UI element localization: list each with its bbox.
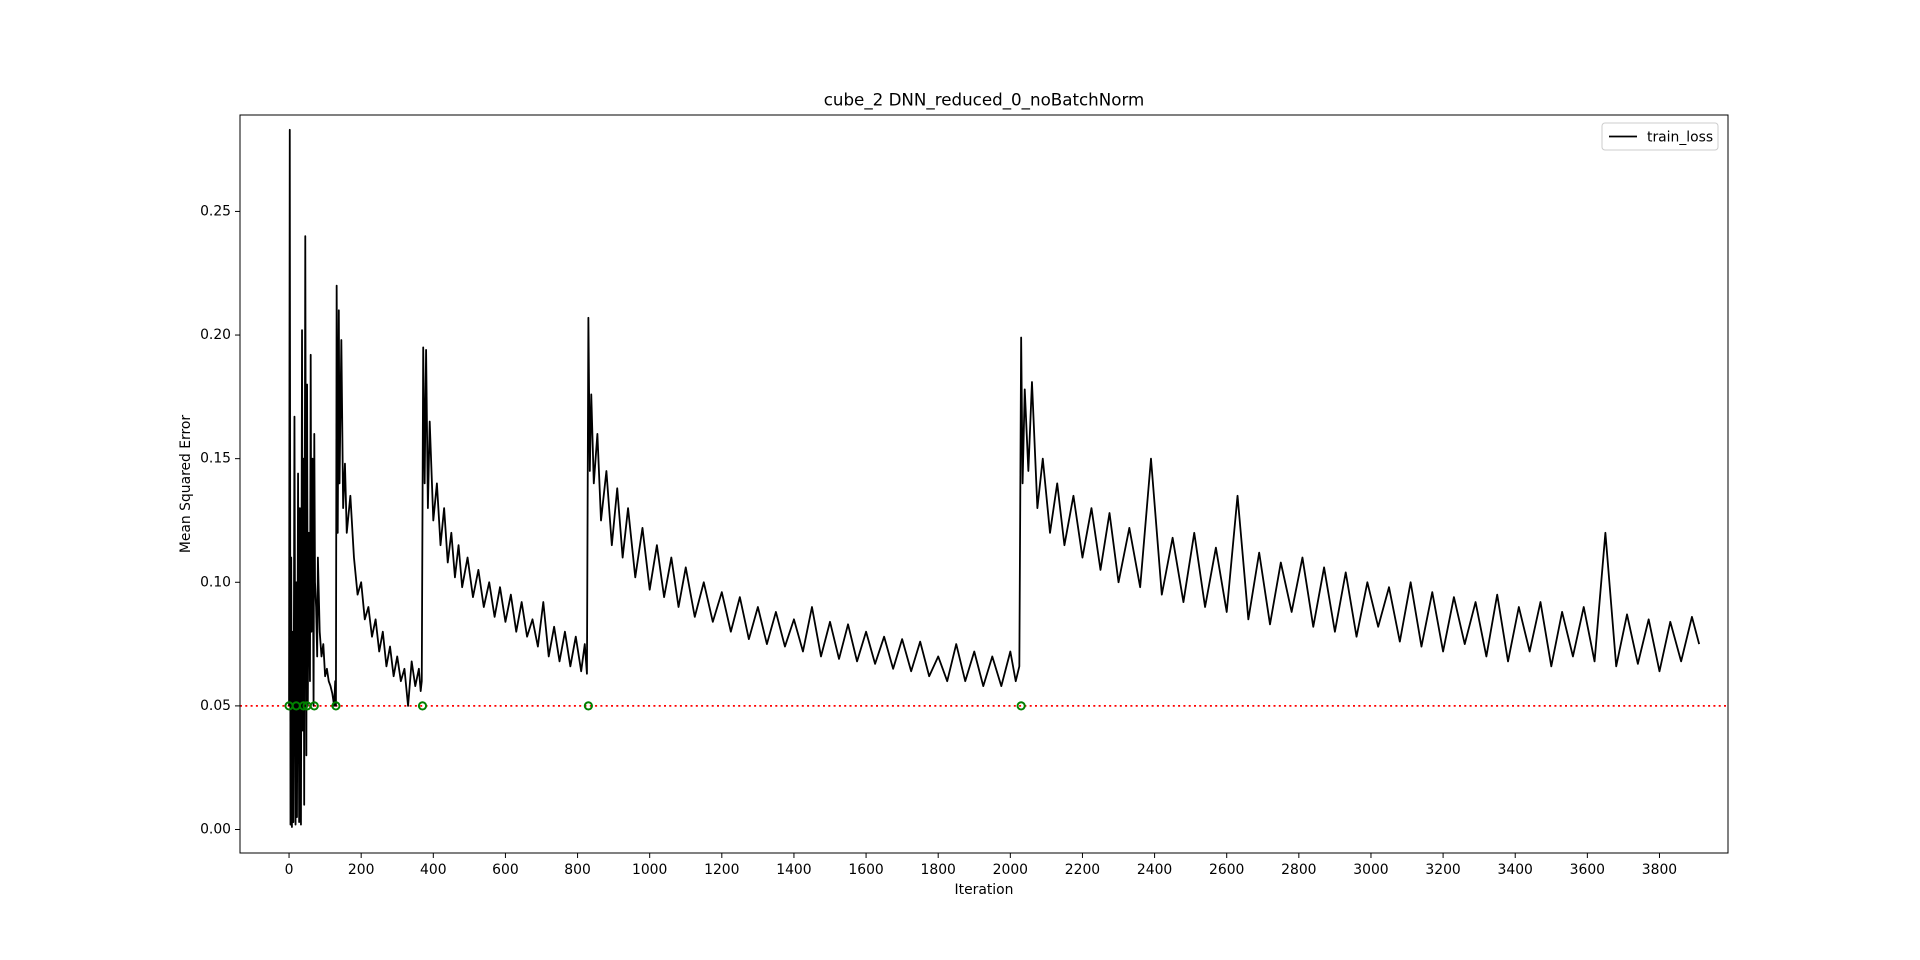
x-tick-label: 1400	[776, 862, 811, 878]
y-tick-label: 0.00	[200, 822, 231, 838]
x-tick-label: 2400	[1137, 862, 1172, 878]
x-tick-label: 800	[564, 862, 591, 878]
y-tick-label: 0.25	[200, 203, 231, 219]
x-tick-label: 3000	[1353, 862, 1388, 878]
restart-marker	[417, 701, 428, 711]
x-tick-label: 1000	[632, 862, 667, 878]
legend-box	[1601, 122, 1719, 151]
x-tick-label: 3800	[1642, 862, 1677, 878]
x-tick-label: 2600	[1209, 862, 1244, 878]
x-tick-label: 200	[348, 862, 375, 878]
x-tick-label: 3600	[1570, 862, 1605, 878]
x-tick-label: 0	[285, 862, 294, 878]
restart-marker	[583, 701, 593, 711]
x-tick-label: 1800	[921, 862, 956, 878]
y-tick-label: 0.20	[200, 327, 231, 343]
axes-frame	[239, 114, 1729, 854]
x-tick-label: 600	[492, 862, 519, 878]
chart-title: cube_2 DNN_reduced_0_noBatchNorm	[824, 90, 1145, 111]
y-tick-label: 0.05	[200, 698, 231, 714]
x-tick-label: 1600	[848, 862, 883, 878]
restart-marker	[331, 701, 341, 711]
restart-marker	[298, 701, 309, 711]
y-tick-label: 0.15	[200, 451, 231, 467]
x-axis-label: Iteration	[955, 882, 1014, 898]
legend-label: train_loss	[1647, 130, 1713, 146]
restart-marker	[309, 701, 319, 711]
x-tick-label: 3200	[1425, 862, 1460, 878]
x-tick-label: 1200	[704, 862, 739, 878]
y-tick-label: 0.10	[200, 574, 231, 590]
x-tick-label: 2800	[1281, 862, 1316, 878]
x-tick-label: 400	[420, 862, 447, 878]
y-axis-label: Mean Squared Error	[178, 415, 194, 554]
x-tick-label: 3400	[1498, 862, 1533, 878]
loss-line	[288, 128, 1701, 828]
x-tick-label: 2200	[1065, 862, 1100, 878]
restart-marker	[1016, 701, 1026, 711]
plot-area	[240, 128, 1728, 828]
x-tick-label: 2000	[993, 862, 1028, 878]
